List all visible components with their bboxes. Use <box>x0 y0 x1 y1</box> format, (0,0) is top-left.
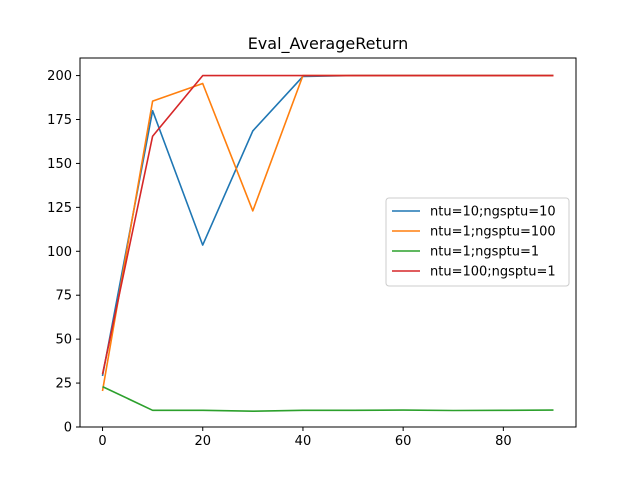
x-tick-label: 60 <box>395 434 412 449</box>
legend-label: ntu=100;ngsptu=1 <box>430 265 556 280</box>
x-axis: 0 20 40 60 80 <box>98 427 512 449</box>
x-tick-label: 0 <box>98 434 106 449</box>
legend-box <box>385 197 570 287</box>
x-tick-label: 80 <box>495 434 512 449</box>
y-tick-label: 0 <box>64 421 72 436</box>
y-tick-label: 100 <box>47 245 72 260</box>
y-axis: 0 25 50 75 100 125 150 175 200 <box>47 69 80 436</box>
legend-label: ntu=1;ngsptu=1 <box>430 245 539 260</box>
legend-label: ntu=1;ngsptu=100 <box>430 225 556 240</box>
chart-title: Eval_AverageReturn <box>248 34 409 54</box>
y-tick-label: 150 <box>47 157 72 172</box>
y-tick-label: 50 <box>55 333 72 348</box>
y-tick-label: 200 <box>47 69 72 84</box>
y-tick-label: 75 <box>55 289 72 304</box>
series-line-4 <box>101 74 554 375</box>
y-tick-label: 25 <box>55 377 72 392</box>
x-tick-label: 40 <box>295 434 312 449</box>
x-tick-label: 20 <box>194 434 211 449</box>
y-tick-label: 125 <box>47 201 72 216</box>
legend: ntu=10;ngsptu=10 ntu=1;ngsptu=100 ntu=1;ng… <box>385 197 570 287</box>
legend-label: ntu=10;ngsptu=10 <box>430 205 556 220</box>
series-line-3 <box>102 385 554 413</box>
series-layer <box>101 74 554 413</box>
y-tick-label: 175 <box>47 113 72 128</box>
plot-frame <box>79 57 577 428</box>
